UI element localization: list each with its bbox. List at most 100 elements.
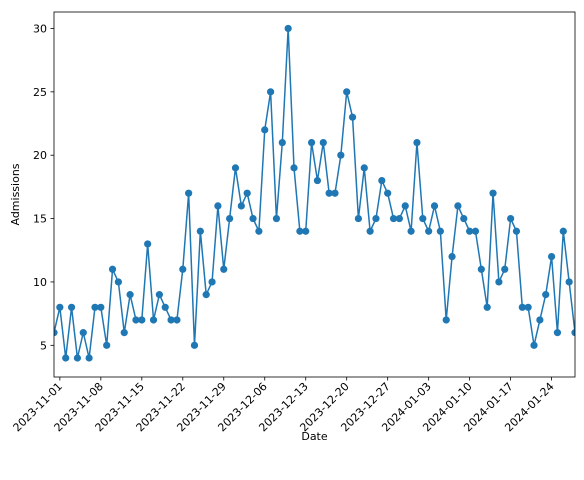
data-point <box>97 303 105 311</box>
plot-frame <box>53 11 576 378</box>
data-point <box>132 316 140 324</box>
data-point <box>378 176 386 185</box>
data-point <box>296 227 304 235</box>
data-point <box>348 113 357 121</box>
data-point <box>56 303 64 311</box>
data-point <box>196 227 204 235</box>
data-point <box>54 329 58 337</box>
series-line <box>54 27 575 359</box>
data-point <box>220 265 228 273</box>
data-point <box>214 202 222 210</box>
plot-area <box>54 24 575 362</box>
data-point <box>249 214 257 223</box>
y-tick-label: 5 <box>40 339 47 352</box>
axes: 510152025302023-11-012023-11-082023-11-1… <box>11 11 576 434</box>
data-point <box>155 291 163 299</box>
y-tick-label: 15 <box>33 213 47 226</box>
data-point <box>313 176 322 185</box>
data-point <box>255 227 263 235</box>
data-point <box>354 214 362 223</box>
data-point <box>284 24 292 33</box>
data-point <box>507 214 515 223</box>
data-point <box>202 291 210 299</box>
y-axis-title: Admissions <box>9 163 22 225</box>
data-point <box>103 341 111 349</box>
data-point <box>231 164 240 172</box>
data-point <box>185 189 193 197</box>
data-point <box>366 227 374 235</box>
data-point <box>384 189 392 197</box>
data-point <box>138 316 146 324</box>
data-point <box>536 316 544 324</box>
data-point <box>524 303 532 311</box>
data-point <box>565 278 573 286</box>
y-tick-label: 25 <box>33 86 47 99</box>
data-point <box>395 214 403 223</box>
data-point <box>401 202 409 210</box>
data-point <box>91 303 99 311</box>
data-point <box>167 316 175 324</box>
data-point <box>290 164 298 172</box>
data-point <box>430 202 439 210</box>
y-tick-label: 10 <box>33 276 47 289</box>
data-point <box>454 202 462 210</box>
y-tick-label: 20 <box>33 149 47 162</box>
data-point <box>337 151 345 159</box>
data-point <box>436 227 444 235</box>
data-point <box>190 341 199 349</box>
data-point <box>307 138 316 147</box>
data-point <box>553 329 562 337</box>
data-point <box>466 227 474 235</box>
data-point <box>319 138 327 147</box>
data-point <box>237 202 245 210</box>
data-point <box>448 253 456 261</box>
data-point <box>67 303 76 311</box>
data-point <box>261 126 269 134</box>
data-point <box>302 227 310 235</box>
data-point <box>530 341 538 349</box>
data-point <box>108 265 117 273</box>
data-point <box>413 138 421 147</box>
data-point <box>442 316 450 324</box>
data-point <box>477 265 485 273</box>
data-point <box>179 265 187 273</box>
data-point <box>126 291 134 299</box>
data-point <box>512 227 521 235</box>
data-point <box>407 227 415 235</box>
data-point <box>389 214 398 223</box>
data-point <box>173 316 181 324</box>
data-point <box>571 329 575 337</box>
data-point <box>343 88 351 96</box>
data-point <box>161 303 169 311</box>
data-point <box>85 354 93 362</box>
data-point <box>120 329 128 337</box>
data-point <box>559 227 567 235</box>
data-point <box>144 240 152 248</box>
data-point <box>372 214 380 223</box>
data-point <box>425 227 433 235</box>
data-point <box>471 227 480 235</box>
data-point <box>360 164 368 172</box>
data-point <box>489 189 497 197</box>
data-point <box>495 278 503 286</box>
data-point <box>331 189 339 197</box>
data-point <box>208 278 216 286</box>
data-point <box>278 138 286 147</box>
data-point <box>73 354 82 362</box>
data-point <box>226 214 234 223</box>
data-point <box>547 253 556 261</box>
data-point <box>272 214 281 223</box>
data-point <box>460 214 468 223</box>
data-point <box>243 189 251 197</box>
data-point <box>501 265 509 273</box>
data-point <box>325 189 333 197</box>
data-point <box>62 354 70 362</box>
data-point <box>518 303 526 311</box>
data-point <box>542 291 550 299</box>
data-point <box>267 88 275 96</box>
x-axis-title: Date <box>301 430 328 443</box>
y-tick-label: 30 <box>33 22 47 35</box>
data-point <box>114 278 122 286</box>
data-point <box>149 316 158 324</box>
